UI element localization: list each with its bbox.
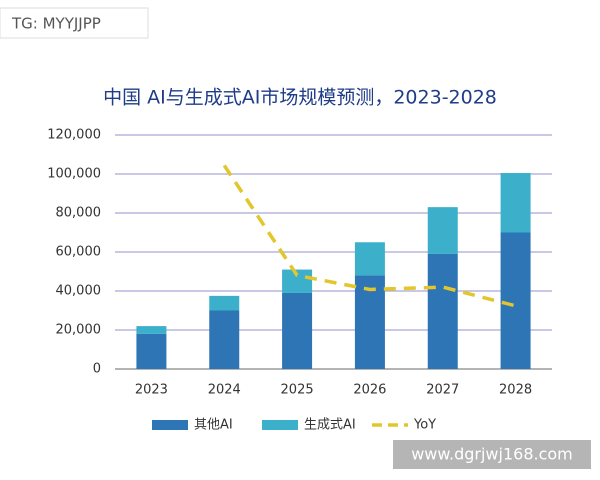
bar [136,326,167,334]
watermark: www.dgrjwj168.com [411,445,573,464]
watermark-box [393,440,591,469]
legend-label: 生成式AI [304,418,356,433]
y-tick-label: 100,000 [47,167,101,182]
x-tick-label: 2024 [208,383,241,398]
watermark-box [0,7,149,39]
legend-label: YoY [413,418,436,433]
bar [427,253,458,369]
bar [427,207,458,254]
x-tick-label: 2023 [135,383,168,398]
x-tick-label: 2026 [353,383,386,398]
y-tick-label: 120,000 [47,128,101,143]
bar [500,173,531,233]
yoy-line [222,164,517,308]
x-tick-label: 2027 [426,383,459,398]
x-tick-label: 2025 [281,383,314,398]
bar [282,292,313,369]
legend-label: 其他AI [194,418,233,433]
bar [354,242,385,276]
y-tick-label: 60,000 [56,245,102,260]
bar [209,295,240,311]
bar [500,232,531,369]
bar [136,333,167,369]
watermark: TG: MYYJJPP [11,15,101,33]
bar [282,269,313,293]
y-tick-label: 20,000 [56,323,102,338]
legend-swatch [152,420,188,430]
y-tick-label: 80,000 [56,206,102,221]
x-tick-label: 2028 [499,383,532,398]
legend-swatch [262,420,298,430]
bar [209,310,240,369]
y-tick-label: 0 [93,362,101,377]
y-tick-label: 40,000 [56,284,102,299]
chart-title: 中国 AI与生成式AI市场规模预测，2023-2028 [103,87,497,109]
